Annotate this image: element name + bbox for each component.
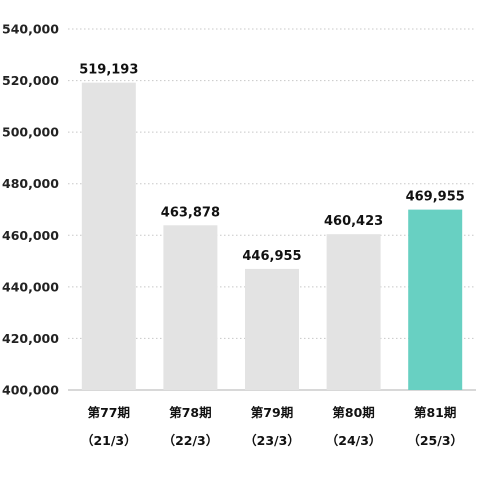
y-axis-tick-labels: 400,000 420,000 440,000 460,000 480,000 500,0… [2,22,59,398]
x-category-sublabel: （23/3） [244,433,300,448]
y-tick-label: 500,000 [2,125,59,140]
y-tick-label: 460,000 [2,228,59,243]
data-label: 519,193 [79,63,138,78]
y-tick-label: 440,000 [2,279,59,294]
data-label: 469,955 [406,190,465,205]
bars [81,82,463,390]
bar [81,82,136,390]
data-label: 463,878 [161,205,220,220]
y-tick-label: 480,000 [2,176,59,191]
x-axis-category-labels: 第77期 （21/3） 第78期 （22/3） 第79期 （23/3） 第80期 （24/3）… [81,405,463,448]
y-tick-label: 540,000 [2,22,59,37]
data-label: 446,955 [242,249,301,264]
x-category-sublabel: （21/3） [81,433,137,448]
bar [163,225,218,390]
x-category-label: 第77期 [88,405,130,420]
data-label: 460,423 [324,214,383,229]
bar [408,209,463,390]
y-tick-label: 520,000 [2,73,59,88]
bar [326,234,381,390]
x-category-sublabel: （22/3） [163,433,219,448]
x-category-label: 第78期 [169,405,211,420]
data-labels: 519,193 463,878 446,955 460,423 469,955 [79,63,465,264]
x-category-label: 第81期 [414,405,456,420]
x-category-sublabel: （24/3） [326,433,382,448]
y-tick-label: 420,000 [2,331,59,346]
x-category-label: 第79期 [251,405,293,420]
x-category-sublabel: （25/3） [407,433,463,448]
x-category-label: 第80期 [332,405,374,420]
y-tick-label: 400,000 [2,383,59,398]
bar [245,268,299,390]
